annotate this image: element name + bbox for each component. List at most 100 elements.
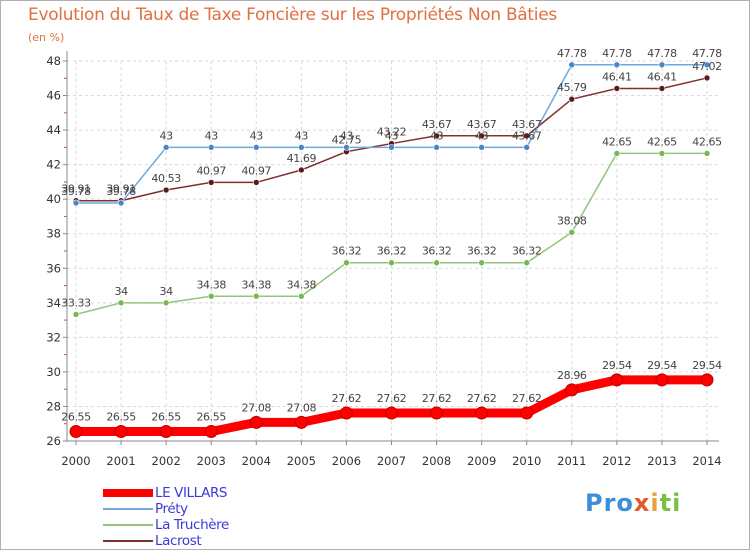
data-point-la-truch-re (703, 150, 711, 157)
x-tick-label: 2011 (557, 454, 586, 468)
data-point-lacrost (298, 166, 305, 174)
data-label-pr-ty: 47.78 (692, 47, 722, 60)
x-tick-label: 2008 (422, 454, 451, 468)
data-point-lacrost (613, 85, 621, 92)
data-point-le-villars (294, 415, 308, 429)
data-label-pr-ty: 43 (205, 129, 219, 142)
data-label-la-truch-re: 34 (114, 285, 128, 298)
legend-swatch-la-truchere (103, 524, 153, 526)
data-point-le-villars (565, 383, 579, 397)
data-point-lacrost (703, 74, 711, 82)
data-label-lacrost: 40.53 (151, 172, 181, 185)
data-label-la-truch-re: 42.65 (692, 135, 722, 148)
y-tick-label: 42 (46, 158, 61, 172)
data-label-le-villars: 27.62 (512, 392, 542, 405)
y-tick-label: 26 (46, 434, 61, 448)
data-point-le-villars (385, 406, 398, 420)
data-label-le-villars: 27.62 (422, 392, 452, 405)
data-label-la-truch-re: 34 (160, 285, 174, 298)
y-tick-label: 34 (46, 296, 61, 310)
data-point-la-truch-re (568, 229, 576, 236)
data-label-lacrost: 43.22 (377, 126, 407, 139)
data-label-lacrost: 42.75 (332, 134, 362, 147)
data-point-pr-ty (72, 199, 80, 207)
data-label-la-truch-re: 34.38 (196, 278, 226, 291)
data-point-la-truch-re (343, 259, 350, 267)
x-tick-label: 2014 (692, 454, 721, 468)
data-label-lacrost: 46.41 (647, 70, 677, 83)
data-point-pr-ty (207, 144, 215, 151)
data-point-la-truch-re (117, 299, 125, 307)
logo-part: i (650, 489, 660, 517)
y-tick-label: 36 (46, 261, 61, 275)
data-point-lacrost (207, 179, 215, 186)
y-tick-label: 32 (46, 330, 61, 344)
y-tick-label: 28 (46, 399, 61, 413)
data-label-lacrost: 40.97 (196, 164, 226, 177)
data-point-lacrost (658, 85, 666, 92)
data-label-le-villars: 27.62 (467, 392, 497, 405)
data-point-lacrost (162, 186, 170, 194)
data-label-pr-ty: 43 (430, 129, 444, 142)
data-label-pr-ty: 39.78 (61, 185, 91, 198)
data-label-pr-ty: 47.78 (647, 47, 677, 60)
data-point-pr-ty (703, 61, 711, 69)
x-tick-label: 2001 (106, 454, 135, 468)
data-point-le-villars (655, 373, 669, 387)
data-label-pr-ty: 47.78 (557, 47, 587, 60)
data-point-pr-ty (298, 144, 305, 151)
y-tick-label: 46 (46, 89, 61, 103)
y-tick-label: 38 (46, 227, 61, 241)
data-label-le-villars: 26.55 (196, 411, 226, 424)
x-tick-label: 2004 (242, 454, 271, 468)
data-label-lacrost: 39.91 (61, 183, 91, 196)
x-tick-label: 2003 (197, 454, 226, 468)
data-label-pr-ty: 43 (340, 129, 354, 142)
data-label-lacrost: 47.02 (692, 60, 722, 73)
data-label-pr-ty: 43 (295, 129, 309, 142)
data-point-lacrost (568, 95, 576, 103)
data-label-le-villars: 27.62 (332, 392, 362, 405)
data-point-le-villars (204, 425, 218, 438)
y-axis-label: (en %) (28, 31, 65, 44)
data-label-le-villars: 26.55 (61, 411, 91, 424)
data-point-pr-ty (478, 144, 485, 151)
data-label-la-truch-re: 33.33 (61, 296, 91, 309)
data-point-la-truch-re (162, 299, 170, 307)
data-label-pr-ty: 43.67 (512, 129, 542, 142)
x-tick-label: 2010 (512, 454, 541, 468)
data-label-le-villars: 27.08 (287, 401, 317, 414)
data-point-le-villars (430, 406, 444, 420)
data-point-le-villars (610, 373, 624, 387)
y-tick-label: 30 (46, 365, 61, 379)
data-point-pr-ty (252, 144, 260, 151)
data-label-pr-ty: 43 (385, 129, 399, 142)
data-label-le-villars: 29.54 (647, 359, 677, 372)
x-tick-label: 2000 (61, 454, 90, 468)
data-point-le-villars (114, 425, 128, 438)
y-tick-label: 48 (46, 54, 61, 68)
data-label-lacrost: 39.91 (106, 183, 136, 196)
legend-swatch-lacrost (103, 540, 153, 542)
data-label-le-villars: 29.54 (602, 359, 632, 372)
data-label-le-villars: 27.62 (377, 392, 407, 405)
data-point-la-truch-re (523, 259, 531, 267)
data-label-le-villars: 26.55 (106, 411, 136, 424)
legend-label-prety: Préty (155, 501, 188, 517)
data-label-le-villars: 27.08 (242, 401, 272, 414)
data-label-lacrost: 43.67 (512, 118, 542, 131)
data-point-lacrost (523, 132, 531, 140)
y-tick-label: 44 (46, 123, 61, 137)
legend-swatch-prety (103, 508, 153, 510)
data-label-la-truch-re: 36.32 (332, 245, 362, 258)
data-point-la-truch-re (207, 292, 215, 300)
y-tick-label: 40 (46, 192, 61, 206)
data-point-pr-ty (388, 144, 395, 151)
data-label-le-villars: 26.55 (151, 411, 181, 424)
data-point-la-truch-re (298, 292, 305, 300)
data-label-pr-ty: 39.78 (106, 185, 136, 198)
data-point-le-villars (700, 373, 714, 387)
data-label-lacrost: 46.41 (602, 70, 632, 83)
data-point-pr-ty (433, 144, 440, 151)
data-label-le-villars: 29.54 (692, 359, 722, 372)
